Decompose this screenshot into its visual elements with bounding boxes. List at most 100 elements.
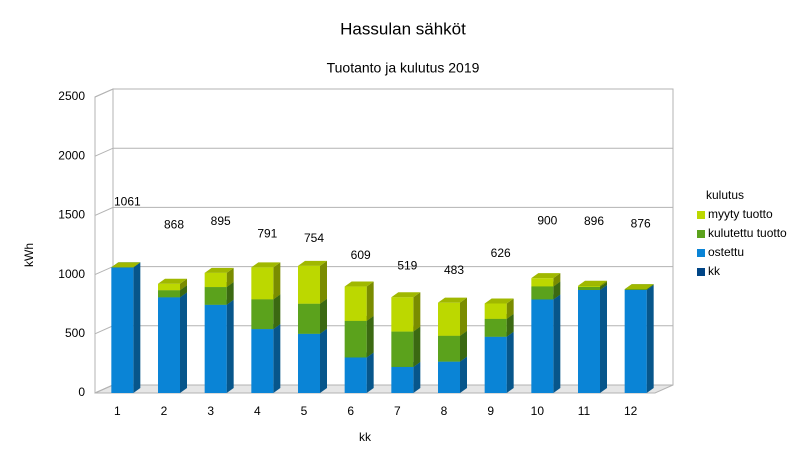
x-tick-label: 6 <box>347 404 354 418</box>
bar-front <box>298 333 320 393</box>
data-label: 791 <box>257 227 277 241</box>
bar <box>298 298 327 334</box>
bar-front <box>344 286 367 321</box>
bar-top <box>531 273 561 279</box>
bar-front <box>391 331 414 367</box>
bar <box>251 262 281 300</box>
bar-side <box>646 284 654 290</box>
bar <box>204 299 234 393</box>
bar-front <box>204 304 227 393</box>
y-tick-label: 2000 <box>58 148 85 162</box>
bar <box>578 284 607 393</box>
bar <box>298 328 327 393</box>
bar <box>251 294 281 330</box>
grid-line <box>94 88 673 98</box>
bar-top <box>111 262 141 268</box>
bar-top <box>484 298 514 304</box>
x-tick-label: 11 <box>578 404 591 418</box>
legend-label: myyty tuotto <box>708 207 773 221</box>
bar-front <box>158 290 180 298</box>
bar-side <box>273 262 281 300</box>
bar-front <box>251 267 274 300</box>
x-tick-label: 12 <box>624 404 638 418</box>
bar <box>111 262 141 268</box>
legend-label: kk <box>708 264 721 278</box>
bar-top <box>624 284 654 290</box>
bar-side <box>320 328 327 393</box>
bar-side <box>226 267 234 288</box>
bar <box>531 273 561 287</box>
bar-side <box>366 281 374 321</box>
bar-side <box>366 315 374 358</box>
bar-side <box>600 284 607 393</box>
bar-front <box>578 289 600 393</box>
bar-side <box>180 292 187 393</box>
x-tick-label: 9 <box>487 404 494 418</box>
bar <box>158 292 187 393</box>
data-label: 896 <box>584 214 604 228</box>
bar <box>438 297 467 336</box>
bar <box>484 331 514 393</box>
bar <box>344 315 374 358</box>
bar-side <box>320 298 327 334</box>
bar <box>158 278 187 291</box>
bar-front <box>531 286 554 300</box>
bar-front <box>204 272 227 288</box>
legend-label: ostettu <box>708 245 744 259</box>
bar <box>484 298 514 319</box>
bar <box>204 267 234 288</box>
bar-side <box>553 273 561 287</box>
legend-swatch <box>697 249 705 257</box>
bar <box>298 260 327 304</box>
legend-swatch <box>697 211 705 219</box>
bar-front <box>344 357 367 393</box>
bar-front <box>624 289 647 290</box>
bar-front <box>391 297 414 332</box>
bar-front <box>578 286 600 290</box>
bar-side <box>366 352 374 393</box>
y-tick-label: 1500 <box>58 208 85 222</box>
chart-subtitle: Tuotanto ja kulutus 2019 <box>327 60 480 76</box>
bar-front <box>531 278 554 287</box>
bar <box>624 284 654 290</box>
bar-front <box>158 297 180 393</box>
bar-front <box>438 361 460 393</box>
bar-side <box>413 361 421 393</box>
data-label: 868 <box>164 217 184 231</box>
x-tick-label: 4 <box>254 404 261 418</box>
bar-top <box>204 267 234 273</box>
x-tick-label: 1 <box>114 404 121 418</box>
bar-side <box>600 281 607 290</box>
data-label: 519 <box>397 259 417 273</box>
bar-front <box>578 285 600 287</box>
x-tick-label: 10 <box>531 404 545 418</box>
bar-side <box>553 294 561 393</box>
data-label: 900 <box>537 214 557 228</box>
y-tick-label: 0 <box>78 385 85 399</box>
bar-front <box>111 267 134 393</box>
bar-front <box>251 329 274 393</box>
data-label: 895 <box>211 214 231 228</box>
x-tick-label: 2 <box>161 404 168 418</box>
x-tick-label: 3 <box>207 404 214 418</box>
bar-side <box>506 313 514 337</box>
bar-front <box>438 335 460 362</box>
bar-front <box>484 318 507 337</box>
bar-side <box>506 331 514 393</box>
chart-title: Hassulan sähköt <box>340 19 466 38</box>
bar <box>111 262 141 393</box>
bar-top <box>438 297 467 303</box>
bar-front <box>484 303 507 319</box>
bar-front <box>624 289 647 393</box>
bar-side <box>646 284 654 393</box>
bar <box>251 324 281 393</box>
data-label: 1061 <box>114 195 141 209</box>
side-wall <box>94 88 114 394</box>
bar <box>624 284 654 393</box>
data-label: 876 <box>631 216 651 230</box>
bar <box>531 294 561 393</box>
data-label: 609 <box>351 248 371 262</box>
bar-side <box>273 294 281 330</box>
bar-front <box>158 283 180 291</box>
